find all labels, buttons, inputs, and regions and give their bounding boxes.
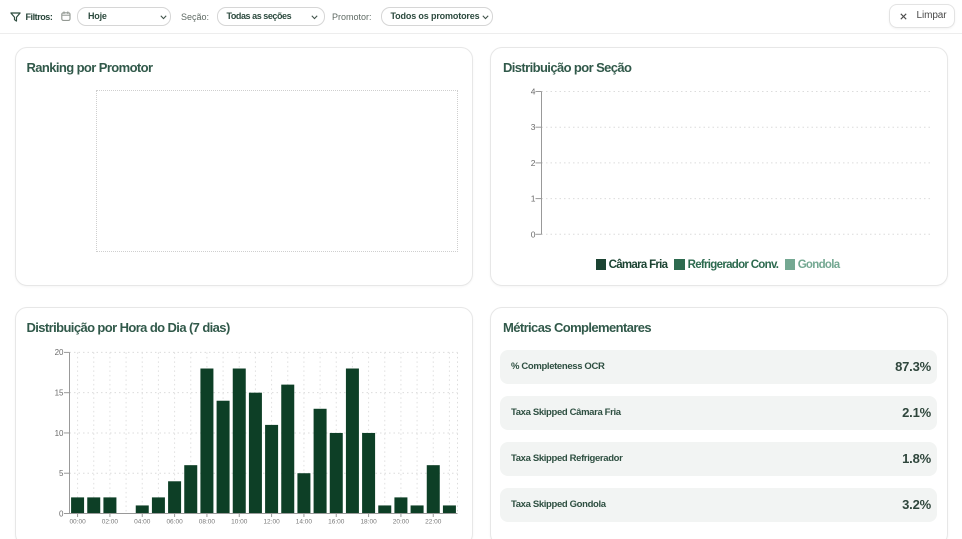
svg-text:20:00: 20:00 xyxy=(393,519,410,526)
svg-text:18:00: 18:00 xyxy=(360,519,377,526)
svg-text:5: 5 xyxy=(59,469,64,478)
svg-text:02:00: 02:00 xyxy=(102,519,119,526)
svg-text:4: 4 xyxy=(531,87,536,97)
svg-text:16:00: 16:00 xyxy=(328,519,345,526)
svg-text:04:00: 04:00 xyxy=(134,519,151,526)
svg-text:08:00: 08:00 xyxy=(199,519,216,526)
svg-text:10: 10 xyxy=(55,429,64,438)
svg-text:3: 3 xyxy=(531,122,536,132)
svg-text:10:00: 10:00 xyxy=(231,519,248,526)
svg-text:22:00: 22:00 xyxy=(425,519,442,526)
svg-text:14:00: 14:00 xyxy=(296,519,313,526)
svg-text:0: 0 xyxy=(59,509,64,518)
svg-text:1: 1 xyxy=(531,194,536,204)
svg-text:20: 20 xyxy=(55,348,64,357)
svg-text:06:00: 06:00 xyxy=(166,519,183,526)
svg-text:0: 0 xyxy=(531,229,536,239)
svg-text:2: 2 xyxy=(531,158,536,168)
svg-text:15: 15 xyxy=(55,388,64,397)
svg-text:12:00: 12:00 xyxy=(263,519,280,526)
svg-text:00:00: 00:00 xyxy=(69,519,86,526)
